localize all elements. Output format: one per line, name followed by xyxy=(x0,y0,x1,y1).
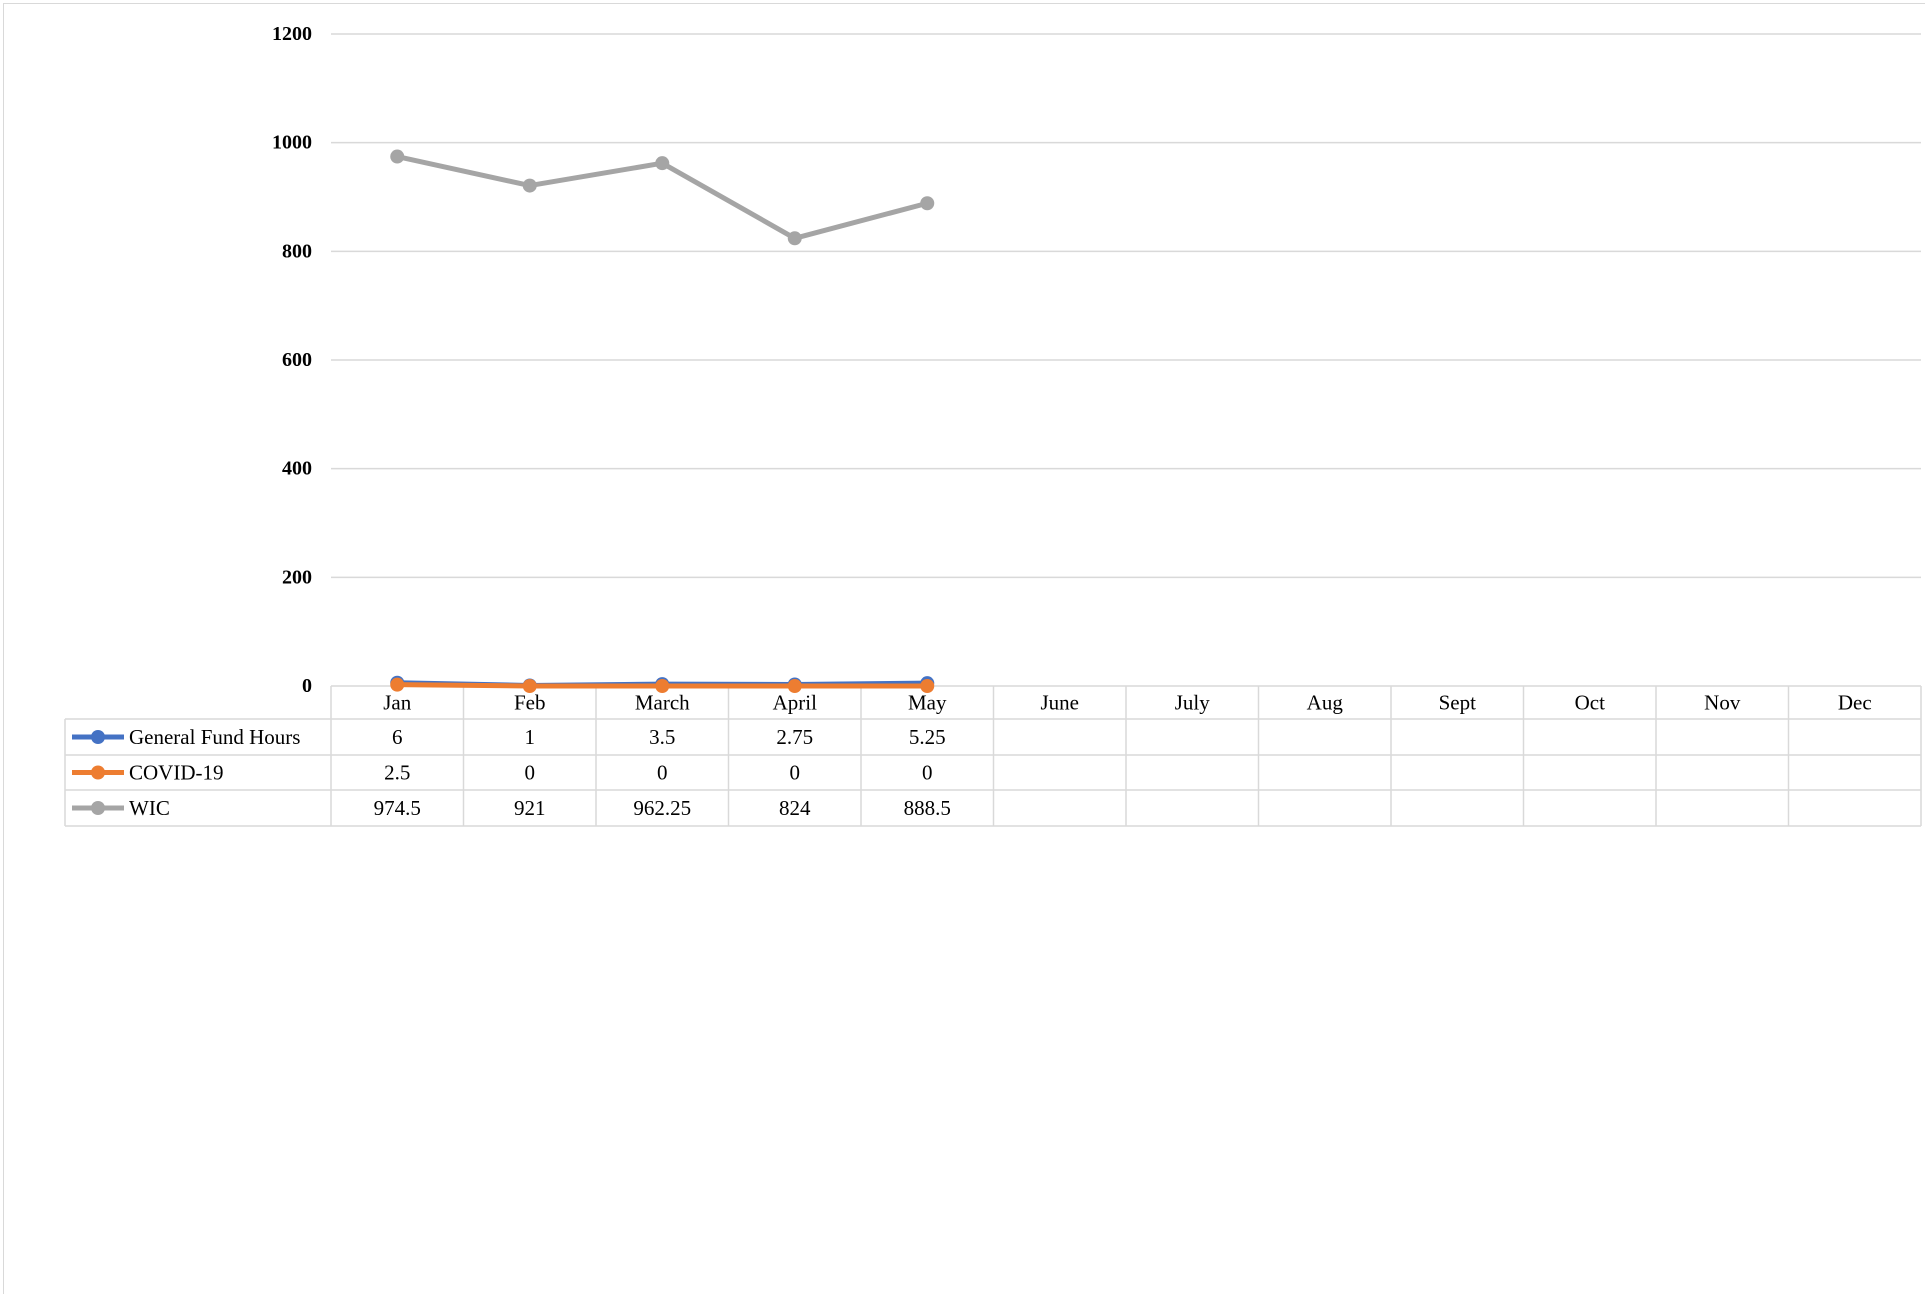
series-marker xyxy=(920,196,935,211)
data-table-value: 0 xyxy=(922,761,933,785)
series-marker xyxy=(522,679,537,693)
x-tick-label: March xyxy=(635,691,690,715)
data-table-value: 824 xyxy=(779,796,811,820)
x-tick-label: Sept xyxy=(1439,691,1477,715)
data-table-value: 6 xyxy=(392,725,403,749)
legend-label: General Fund Hours xyxy=(129,725,300,749)
y-tick-label: 1000 xyxy=(272,132,312,154)
x-tick-label: July xyxy=(1175,691,1211,715)
legend-label: WIC xyxy=(129,796,170,820)
x-tick-label: Nov xyxy=(1704,691,1741,715)
data-table-value: 962.25 xyxy=(633,796,691,820)
series-marker xyxy=(787,231,802,246)
chart-border xyxy=(3,3,1925,1294)
x-tick-label: Jan xyxy=(383,691,411,715)
legend-key-marker xyxy=(91,730,105,744)
y-tick-label: 0 xyxy=(302,675,312,697)
series-marker xyxy=(522,178,537,193)
data-table-value: 974.5 xyxy=(374,796,421,820)
y-tick-label: 200 xyxy=(282,566,312,588)
data-table-value: 1 xyxy=(525,725,536,749)
x-tick-label: Aug xyxy=(1307,691,1344,715)
data-table-value: 0 xyxy=(657,761,668,785)
series-marker xyxy=(920,679,935,693)
legend-label: COVID-19 xyxy=(129,761,224,785)
y-tick-label: 400 xyxy=(282,458,312,480)
y-tick-label: 1200 xyxy=(272,23,312,45)
legend-key-marker xyxy=(91,765,105,780)
y-tick-label: 600 xyxy=(282,349,312,371)
data-table-value: 0 xyxy=(525,761,536,785)
data-table-value: 2.75 xyxy=(776,725,813,749)
data-table-value: 888.5 xyxy=(904,796,951,820)
data-table-value: 3.5 xyxy=(649,725,675,749)
data-table-value: 0 xyxy=(790,761,801,785)
series-marker xyxy=(390,677,405,692)
x-tick-label: Oct xyxy=(1575,691,1605,715)
data-table-value: 2.5 xyxy=(384,761,410,785)
series-marker xyxy=(655,156,670,171)
series-marker xyxy=(390,149,405,164)
data-table-value: 921 xyxy=(514,796,546,820)
data-table-value: 5.25 xyxy=(909,725,946,749)
series-marker xyxy=(655,679,670,693)
y-tick-label: 800 xyxy=(282,240,312,262)
x-tick-label: June xyxy=(1041,691,1080,715)
x-tick-label: May xyxy=(908,691,947,715)
x-tick-label: Dec xyxy=(1838,691,1872,715)
x-tick-label: April xyxy=(773,691,817,715)
series-marker xyxy=(787,679,802,693)
legend-key-marker xyxy=(91,801,105,815)
x-tick-label: Feb xyxy=(514,691,546,715)
